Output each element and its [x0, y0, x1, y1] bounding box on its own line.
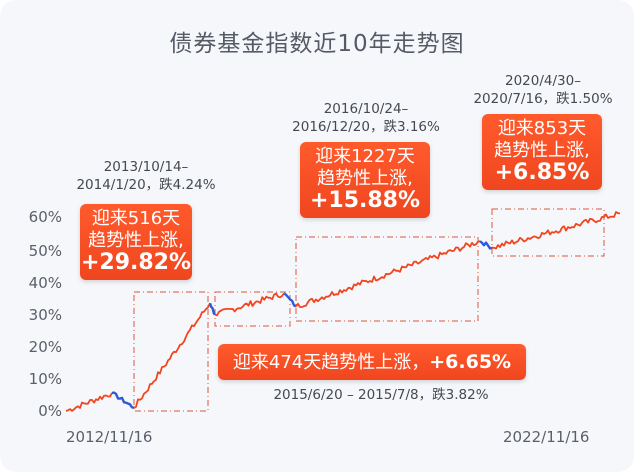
drawdown-segment [479, 240, 493, 250]
period-dates-4: 2020/4/30– 2020/7/16，跌1.50% [473, 73, 613, 107]
drawdown-segment [111, 391, 135, 409]
index-line-segment [65, 392, 113, 412]
y-tick-label: 50% [28, 242, 62, 260]
index-line-segment [295, 240, 481, 309]
y-tick-label: 20% [28, 338, 62, 356]
y-tick-label: 10% [28, 370, 62, 388]
gain-callout-1: 迎来516天 趋势性上涨, +29.82% [80, 204, 192, 280]
gain-value: +6.65% [429, 351, 512, 373]
y-tick-label: 0% [38, 402, 62, 420]
gain-callout-text: 迎来853天 趋势性上涨, [494, 118, 590, 161]
period-dates-3: 2016/10/24– 2016/12/20，跌3.16% [292, 101, 440, 135]
x-tick-label: 2012/11/16 [66, 428, 153, 446]
gain-callout-text: 迎来1227天 趋势性上涨, [315, 146, 415, 189]
y-tick-label: 40% [28, 274, 62, 292]
y-tick-label: 30% [28, 306, 62, 324]
drawdown-segment [283, 292, 297, 308]
y-tick-label: 60% [28, 208, 62, 226]
index-line-segment [214, 292, 285, 317]
gain-value: +29.82% [80, 250, 192, 275]
drawdown-segment [208, 302, 216, 316]
gain-callout-2: 迎来474天趋势性上涨，+6.65% [218, 344, 526, 380]
gain-value: +15.88% [309, 188, 421, 213]
gain-callout-text: 迎来516天 趋势性上涨, [88, 208, 184, 251]
rally-window-box [295, 236, 479, 322]
gain-callout-4: 迎来853天 趋势性上涨, +6.85% [482, 114, 602, 190]
period-dates-2: 2015/6/20 – 2015/7/8，跌3.82% [273, 387, 489, 403]
gain-value: +6.85% [494, 160, 590, 185]
gain-callout-text: 迎来474天趋势性上涨， [232, 352, 430, 373]
gain-callout-3: 迎来1227天 趋势性上涨, +15.88% [300, 142, 430, 218]
x-tick-label: 2022/11/16 [503, 428, 590, 446]
rally-window-box [491, 208, 605, 257]
index-line-segment [133, 302, 211, 409]
period-dates-1: 2013/10/14– 2014/1/20，跌4.24% [76, 159, 216, 193]
index-line-segment [491, 211, 621, 250]
chart-title: 债券基金指数近10年走势图 [169, 31, 465, 57]
rally-window-box [133, 291, 209, 412]
rally-window-box [214, 291, 291, 327]
